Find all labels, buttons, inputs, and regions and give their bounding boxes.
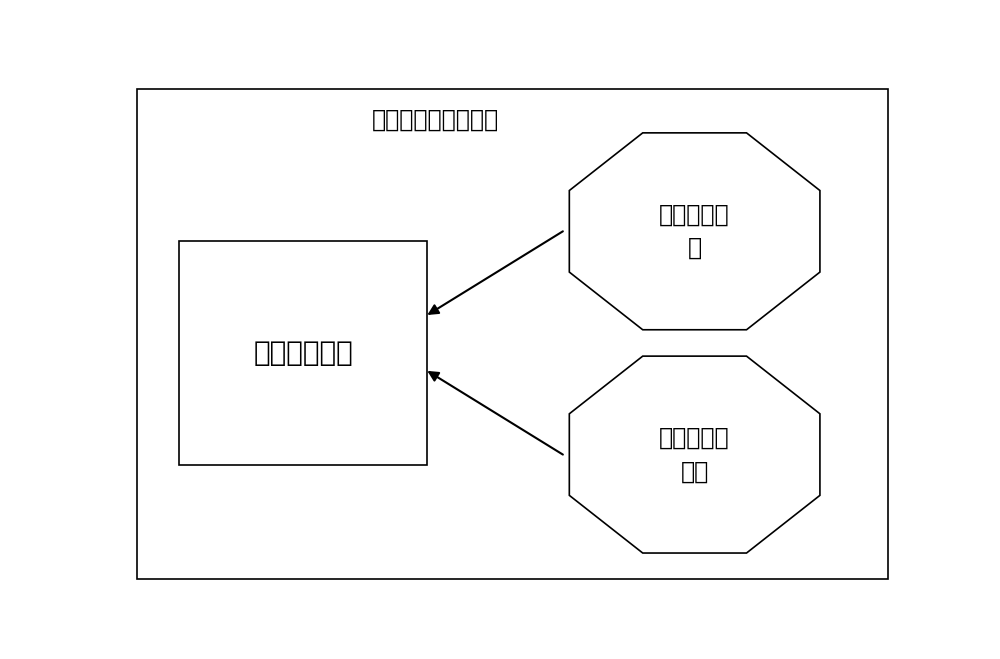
Bar <box>179 241 427 465</box>
Text: 带式压力传
感器: 带式压力传 感器 <box>659 426 730 483</box>
Text: 加速度传感
器: 加速度传感 器 <box>659 202 730 260</box>
Polygon shape <box>569 356 820 553</box>
Text: 安全气囊系统: 安全气囊系统 <box>253 339 353 367</box>
FancyBboxPatch shape <box>137 89 888 579</box>
Polygon shape <box>569 133 820 330</box>
Text: 电池包异常检测装置: 电池包异常检测装置 <box>371 107 499 132</box>
